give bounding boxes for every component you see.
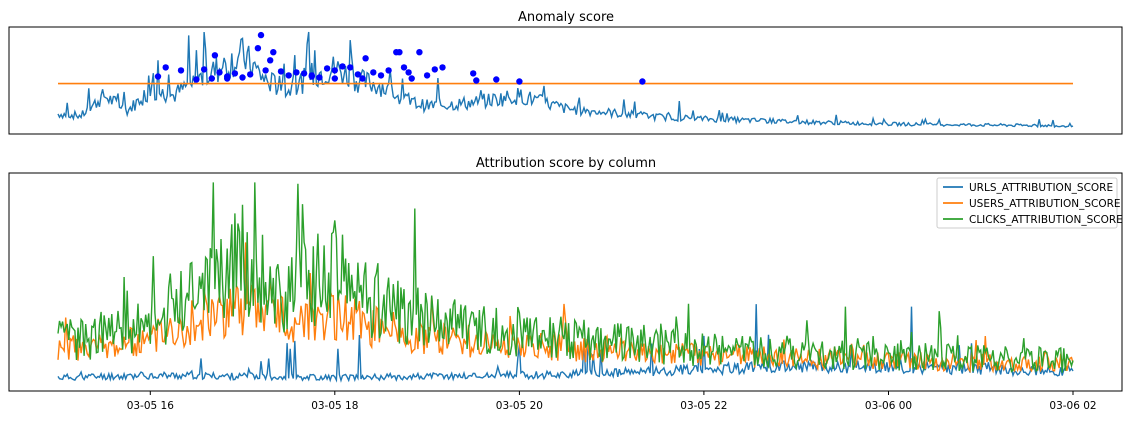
anomaly-marker — [211, 52, 219, 59]
anomaly-marker — [400, 64, 408, 71]
x-tick-label: 03-05 20 — [496, 400, 543, 412]
anomaly-marker — [239, 74, 246, 81]
anomaly-marker — [423, 72, 431, 79]
anomaly-marker — [300, 70, 308, 77]
anomaly-marker — [316, 74, 323, 81]
anomaly-marker — [470, 70, 477, 77]
x-axis-ticks: 03-05 16 03-05 18 03-05 20 03-05 22 03-06 00… — [127, 391, 1097, 412]
anomaly-marker — [193, 76, 200, 83]
x-tick-label: 03-06 02 — [1049, 400, 1096, 412]
anomaly-marker — [262, 67, 269, 74]
anomaly-marker — [362, 55, 369, 62]
anomaly-marker — [277, 68, 285, 75]
anomaly-marker — [416, 49, 423, 56]
anomaly-plot-layer — [57, 31, 1074, 129]
anomaly-plot-area — [8, 26, 1123, 135]
x-tick-label: 03-05 18 — [311, 400, 358, 412]
anomaly-marker — [308, 72, 315, 79]
anomaly-marker — [216, 69, 223, 76]
anomaly-marker — [254, 45, 262, 52]
anomaly-marker — [396, 49, 403, 56]
anomaly-marker — [377, 72, 385, 79]
anomaly-marker — [370, 69, 377, 76]
anomaly-marker — [208, 75, 215, 82]
x-tick-label: 03-05 16 — [127, 400, 175, 412]
anomaly-marker — [347, 64, 354, 71]
x-tick-label: 03-05 22 — [680, 400, 727, 412]
anomaly-marker — [493, 76, 500, 83]
anomaly-marker — [339, 63, 346, 70]
attribution-chart-title: Attribution score by column — [476, 156, 656, 171]
anomaly-marker — [257, 31, 265, 39]
anomaly-marker — [331, 67, 338, 74]
attribution-plot-layer — [57, 182, 1074, 383]
anomaly-score-panel: Anomaly score — [8, 10, 1123, 135]
anomaly-marker — [162, 64, 169, 71]
legend: URLS_ATTRIBUTION_SCORE USERS_ATTRIBUTION… — [936, 177, 1123, 229]
anomaly-marker — [354, 71, 362, 78]
anomaly-marker — [270, 49, 277, 56]
anomaly-marker — [639, 78, 646, 85]
anomaly-marker — [473, 77, 480, 84]
anomaly-marker — [408, 75, 415, 82]
anomaly-marker — [200, 66, 208, 73]
anomaly-marker — [323, 65, 331, 72]
anomaly-chart-title: Anomaly score — [518, 10, 614, 25]
anomaly-marker — [359, 75, 366, 82]
anomaly-marker — [439, 64, 446, 71]
anomaly-marker — [231, 70, 239, 77]
x-tick-label: 03-06 00 — [865, 400, 912, 412]
anomaly-marker — [431, 66, 438, 73]
anomaly-marker — [331, 75, 338, 82]
legend-label-urls: URLS_ATTRIBUTION_SCORE — [969, 182, 1113, 194]
anomaly-marker — [385, 67, 392, 74]
urls-attribution-line — [57, 304, 1074, 383]
anomaly-marker — [177, 67, 185, 74]
anomaly-marker — [247, 71, 254, 78]
anomaly-marker — [267, 57, 274, 64]
anomaly-marker — [154, 73, 162, 80]
attribution-panel: Attribution score by column 03-05 16 03-0… — [8, 156, 1123, 412]
legend-label-clicks: CLICKS_ATTRIBUTION_SCORE — [969, 214, 1123, 226]
anomaly-marker — [405, 69, 412, 76]
anomaly-marker — [224, 75, 231, 82]
anomaly-marker — [285, 72, 292, 79]
anomaly-marker — [293, 69, 300, 76]
clicks-attribution-line — [57, 182, 1074, 373]
anomaly-marker — [516, 78, 523, 85]
legend-label-users: USERS_ATTRIBUTION_SCORE — [969, 198, 1121, 210]
legend-box — [936, 177, 1118, 229]
